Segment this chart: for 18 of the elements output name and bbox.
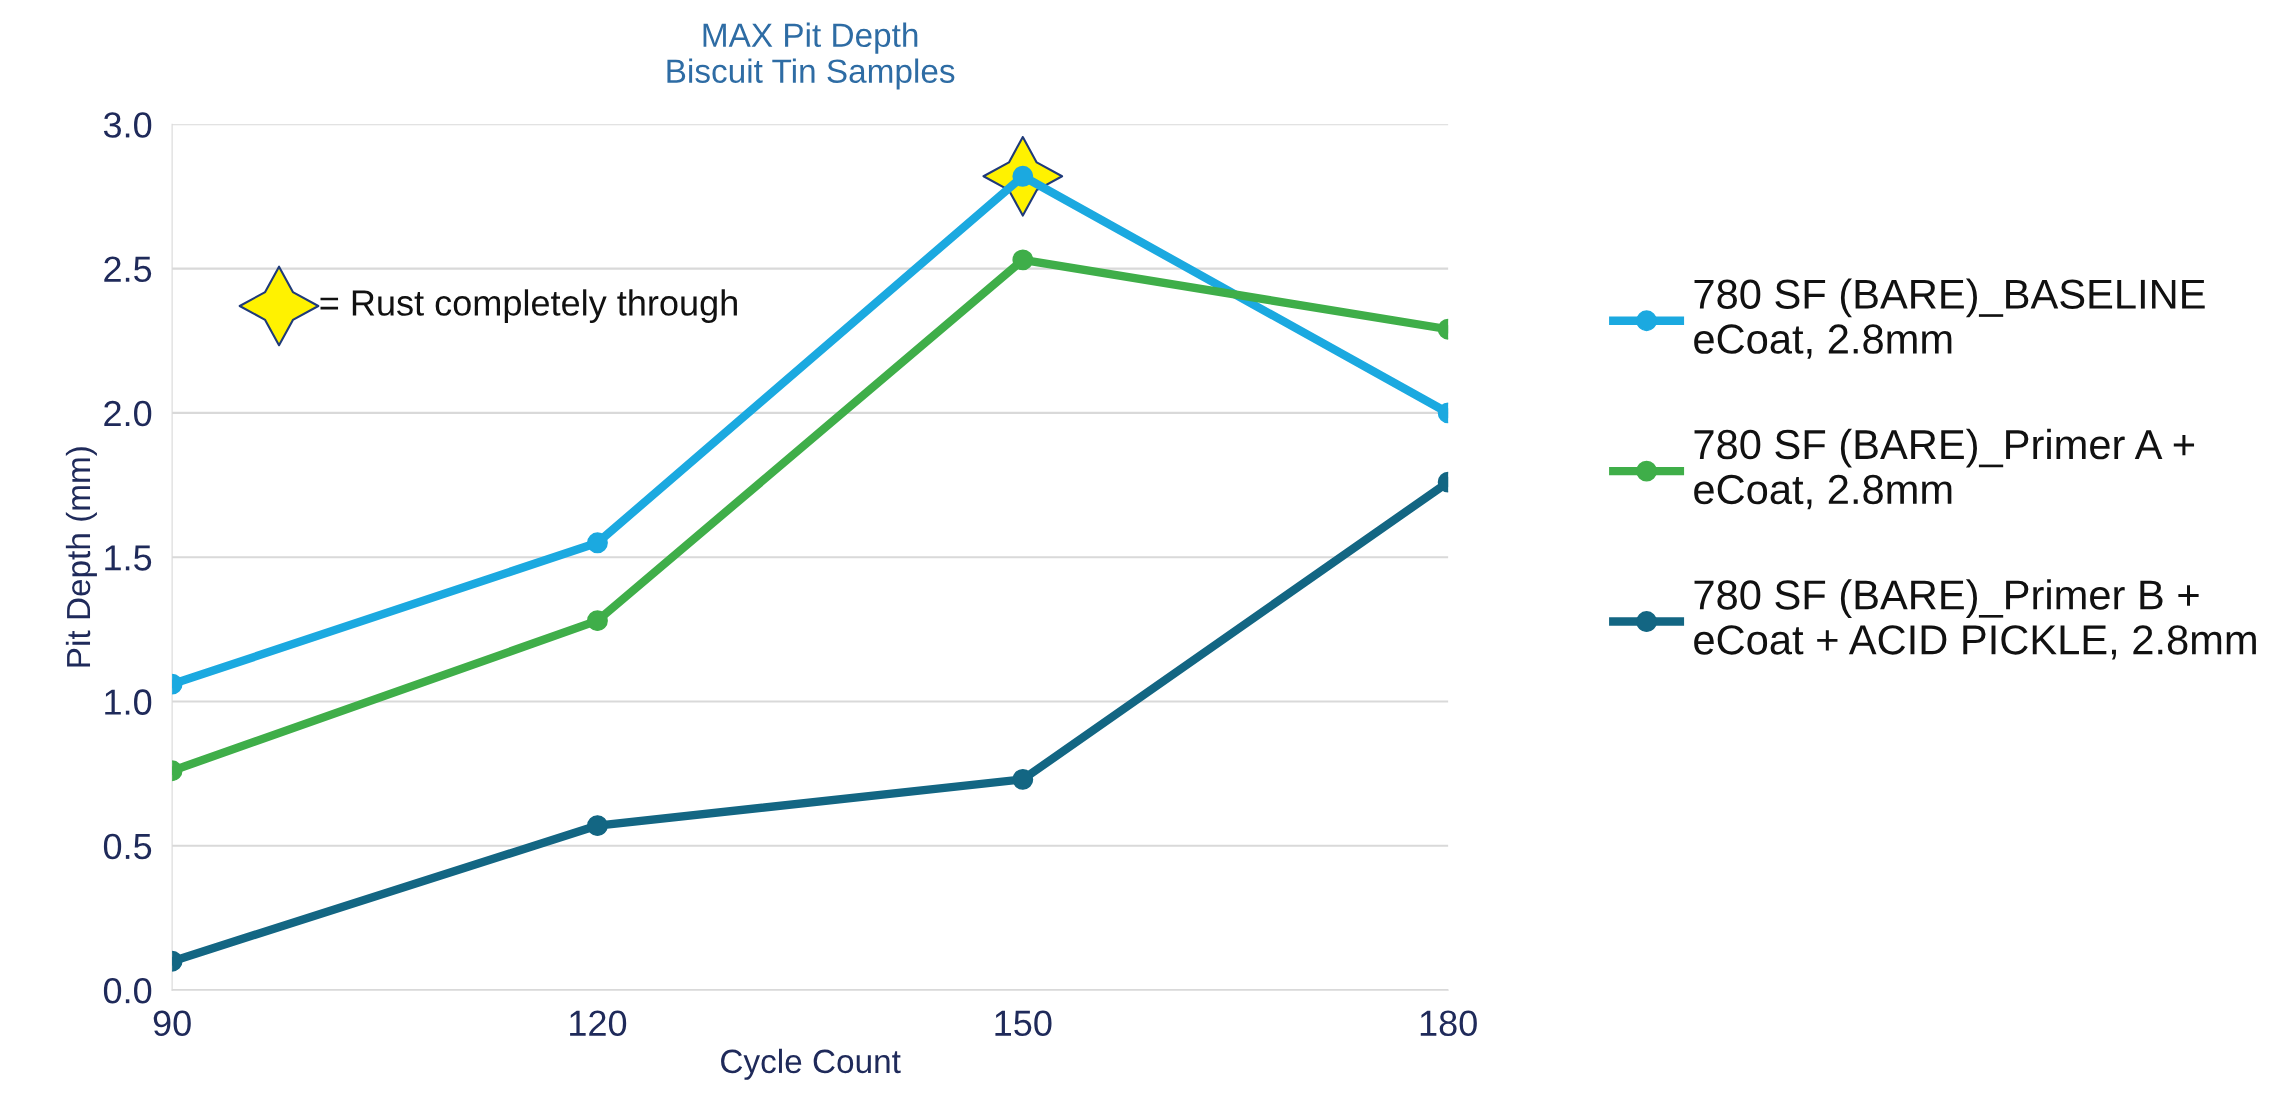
x-tick-label: 120: [570, 1010, 627, 1037]
x-tick-label: 150: [995, 1010, 1052, 1037]
y-tick-label: 2.5: [104, 256, 152, 283]
x-axis-title: Cycle Count: [721, 1048, 901, 1080]
x-tick-label: 90: [153, 1010, 191, 1037]
legend-label: 780 SF (BARE)_BASELINE eCoat, 2.8mm: [1694, 278, 2205, 359]
y-tick-label: 0.0: [103, 977, 152, 1004]
x-tick-label: 180: [1420, 1010, 1477, 1037]
y-axis-title: Pit Depth (mm): [65, 447, 97, 667]
y-tick-label: 0.5: [103, 833, 152, 860]
y-tick-label: 3.0: [103, 112, 152, 138]
legend-label: 780 SF (BARE)_Primer B + eCoat + ACID PICKLE, 2.8mm: [1694, 579, 2256, 660]
y-tick-label: 2.0: [104, 400, 152, 427]
legend-label: = Rust completely through: [320, 289, 737, 323]
y-tick-label: 1.5: [105, 545, 152, 571]
y-tick-label: 1.0: [105, 689, 152, 715]
chart-title: MAX Pit Depth Biscuit Tin Samples: [667, 22, 955, 90]
legend-label: 780 SF (BARE)_Primer A + eCoat, 2.8mm: [1694, 428, 2195, 510]
